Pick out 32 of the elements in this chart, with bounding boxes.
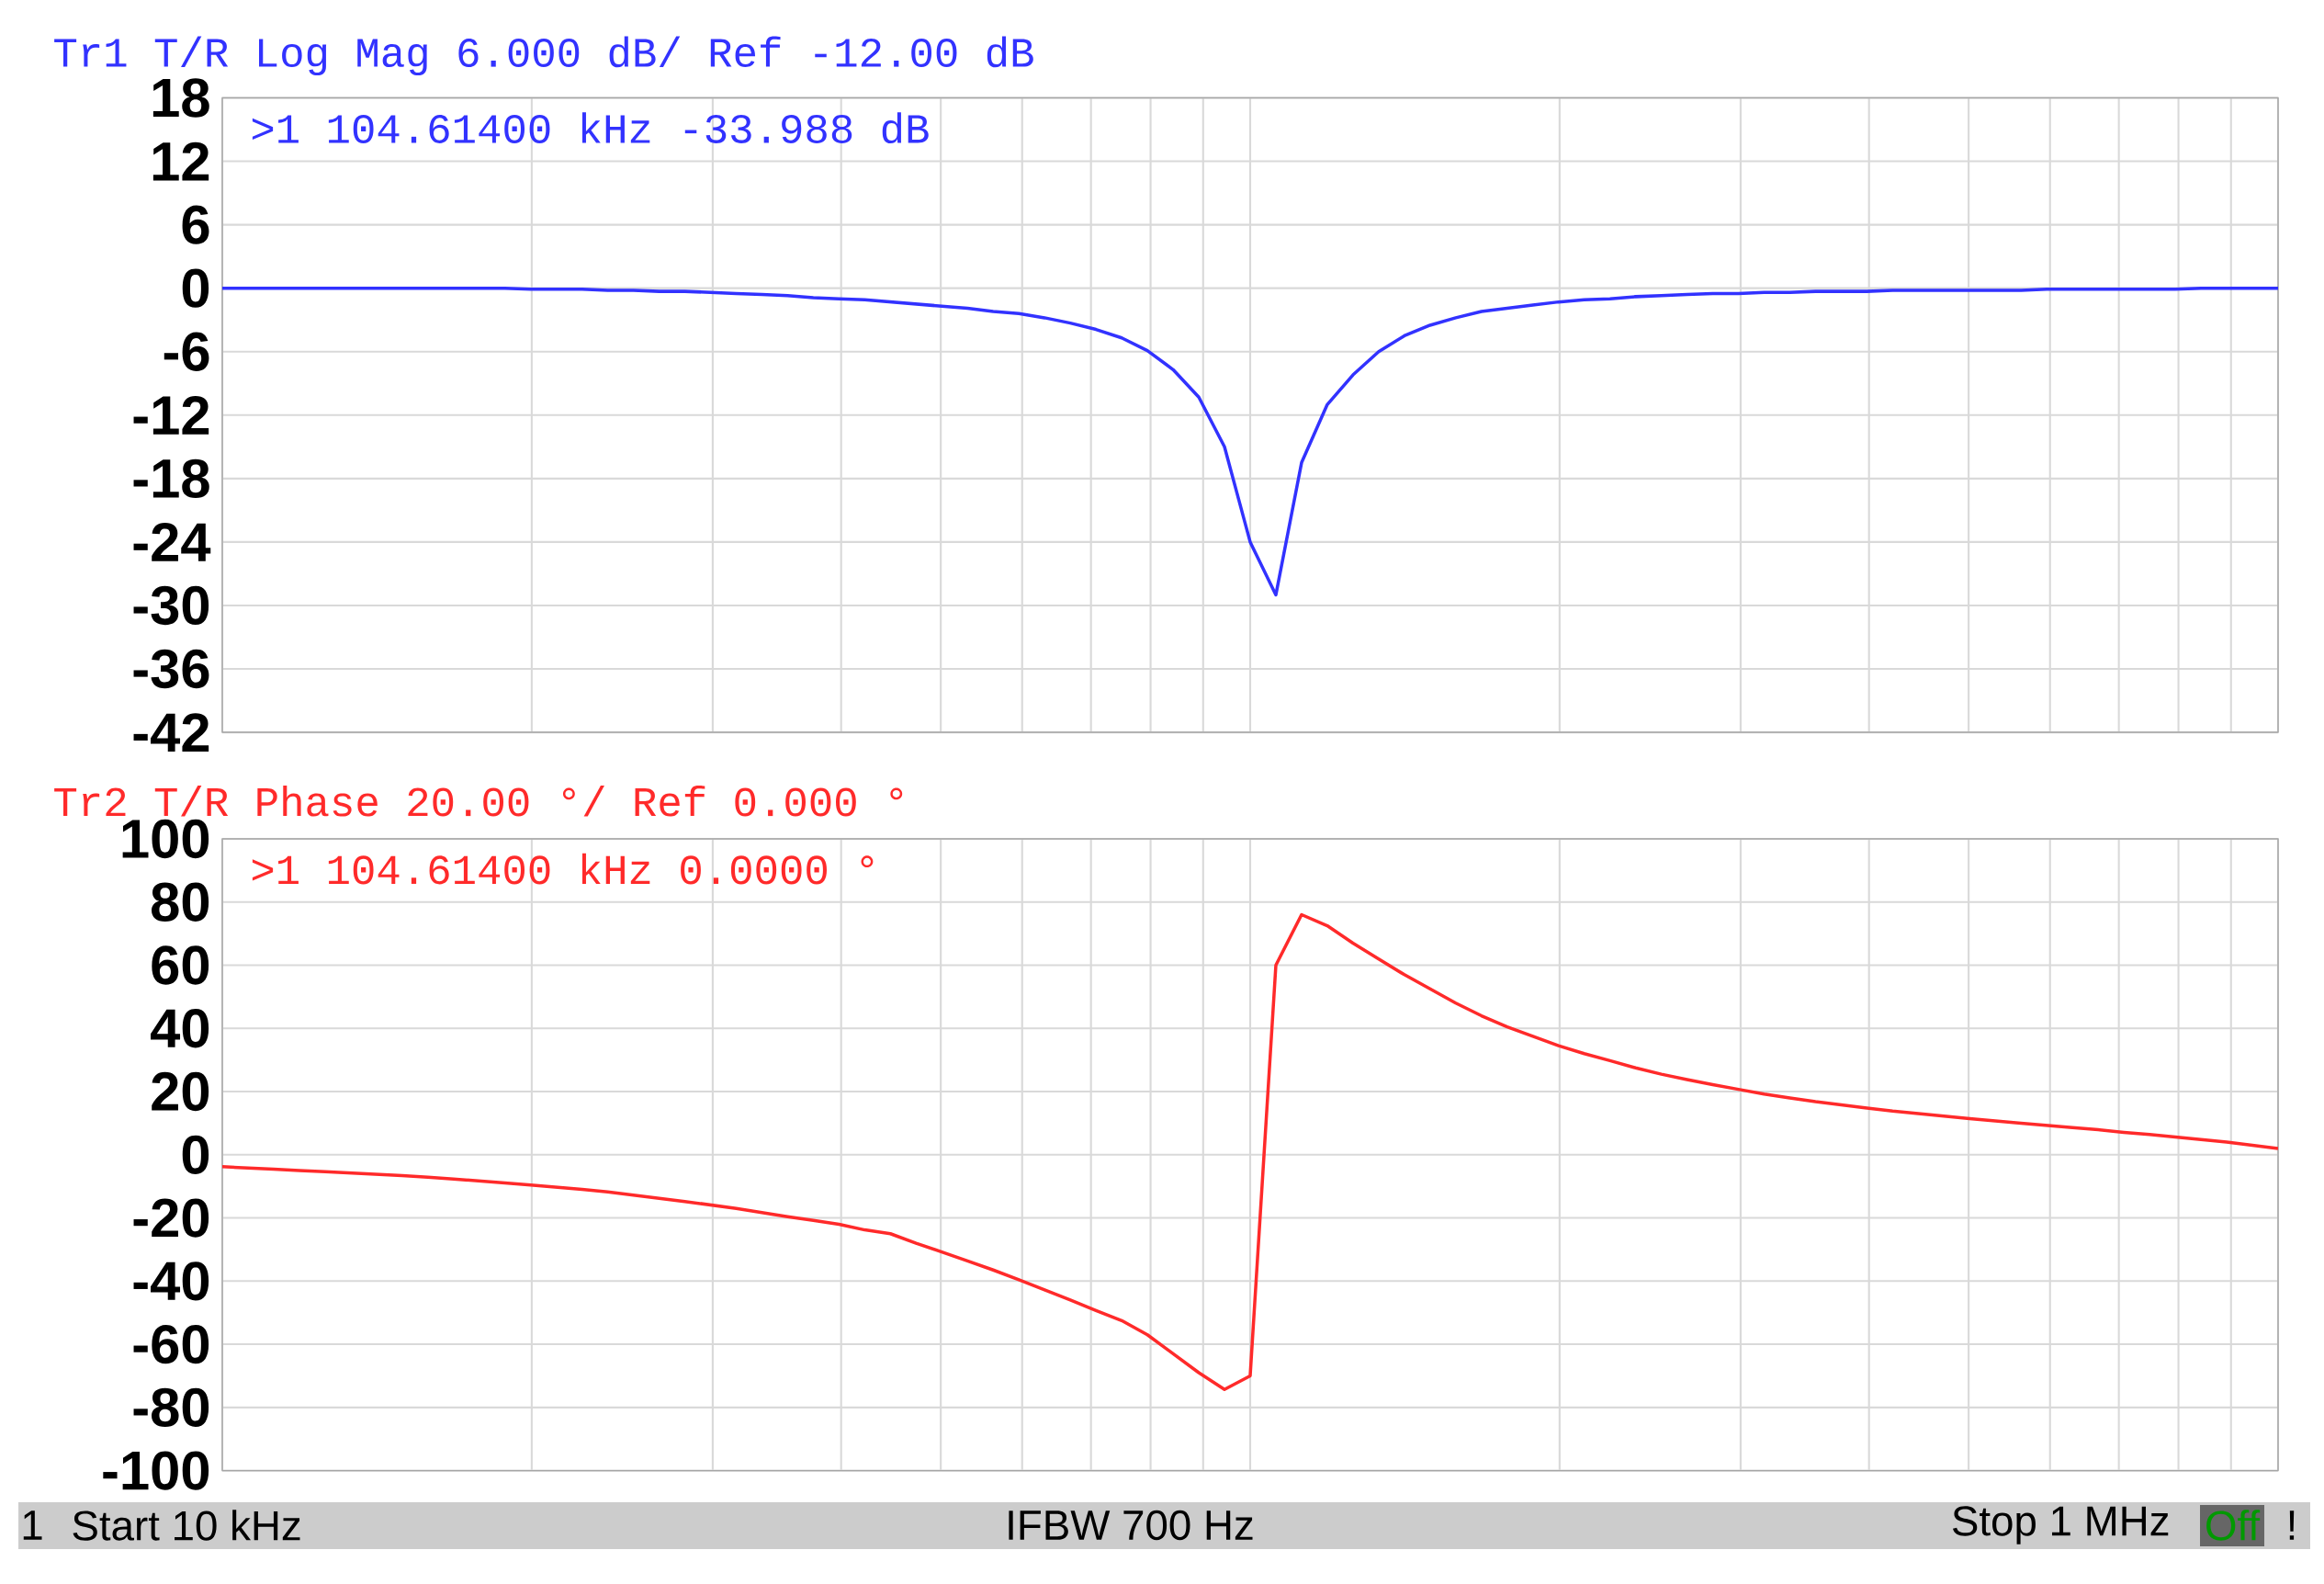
text: Stop 1 MHz [1953,1506,2169,1544]
y-tick-label: 6 [182,205,209,244]
y-tick-label: 20 [152,1071,209,1112]
y-tick-label: -100 [103,1451,209,1490]
y-tick-label: 40 [151,1009,209,1048]
chart-title: Tr2 T/R Phase 20.00 °/ Ref 0.000 ° [54,786,903,817]
y-tick-label: -30 [133,585,209,626]
y-tick-label: 80 [152,882,209,922]
text: 1 [23,1510,42,1540]
y-tick-label: -40 [133,1262,209,1301]
text: Start 10 kHz [73,1510,300,1541]
annotation: >1 104.61400 kHz 0.0000 ° [252,853,874,885]
y-tick-label: -42 [133,713,209,752]
y-tick-label: 60 [152,945,209,985]
y-tick-label: 0 [182,268,209,308]
y-tick-label: -24 [133,523,211,561]
text: Off [2206,1510,2261,1541]
annotation: >1 104.61400 kHz -33.988 dB [252,112,929,144]
y-tick-label: -18 [133,458,209,499]
y-tick-label: -6 [164,332,209,371]
y-tick-label: -36 [133,649,209,689]
y-tick-label: 0 [182,1135,209,1174]
chart-title: Tr1 T/R Log Mag 6.000 dB/ Ref -12.00 dB [54,36,1033,76]
y-tick-label: 18 [152,78,209,118]
y-tick-label: -80 [133,1387,209,1428]
y-tick-label: -20 [133,1198,209,1238]
y-tick-label: 12 [152,141,209,181]
y-tick-label: -12 [133,395,209,435]
text: ! [2289,1510,2295,1540]
text: IFBW 700 Hz [1009,1510,1253,1541]
y-tick-label: -60 [133,1324,209,1364]
y-tick-label: 100 [122,819,209,859]
